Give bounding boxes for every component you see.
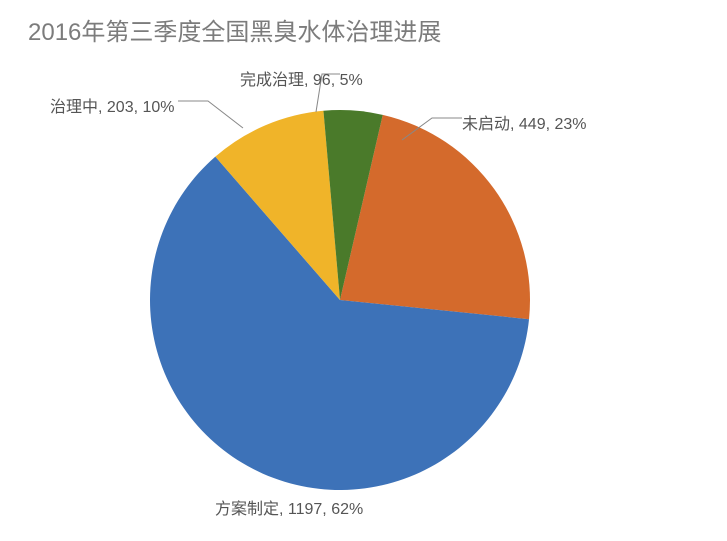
- slice-label-2: 治理中, 203, 10%: [50, 93, 175, 117]
- leader-line-0: [402, 118, 462, 140]
- leader-lines: [0, 0, 727, 541]
- slice-label-0: 未启动, 449, 23%: [462, 110, 587, 134]
- slice-label-1: 方案制定, 1197, 62%: [215, 495, 363, 519]
- leader-line-2: [178, 101, 243, 128]
- slice-label-3: 完成治理, 96, 5%: [240, 66, 363, 90]
